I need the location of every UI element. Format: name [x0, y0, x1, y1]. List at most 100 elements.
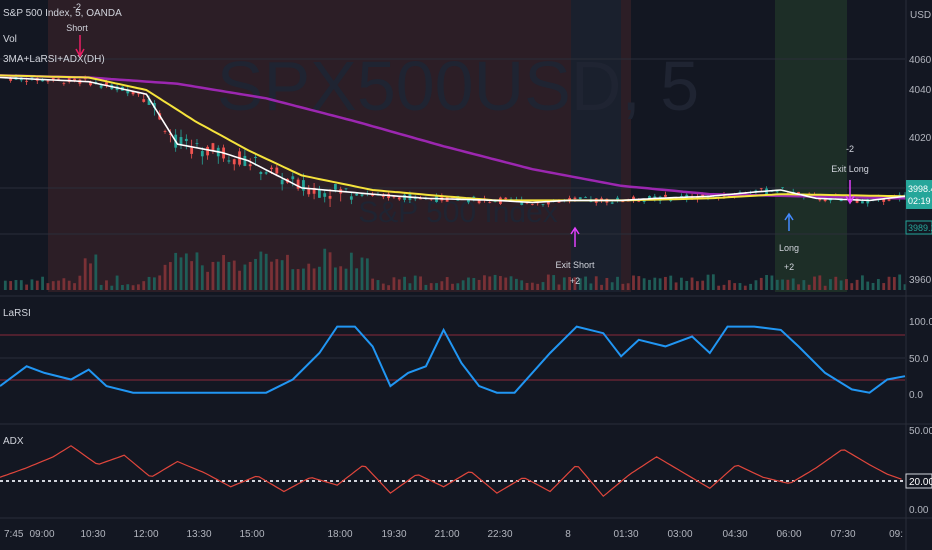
candle-body — [296, 179, 300, 189]
larsi-tick: 50.0 — [909, 354, 929, 365]
volume-bar — [174, 252, 178, 290]
candle-body — [355, 193, 359, 196]
larsi-axis: 100.0 50.0 0.0 — [909, 317, 932, 401]
volume-bar — [349, 252, 353, 290]
short-zone-2 — [621, 0, 631, 292]
volume-bar — [307, 263, 311, 290]
candle-body — [259, 171, 263, 175]
vol-label: Vol — [3, 34, 17, 45]
volume-bar — [211, 261, 215, 290]
candle-body — [525, 202, 529, 204]
ma-fast-line — [0, 76, 906, 204]
signal-exit-long-qty: -2 — [846, 144, 854, 154]
volume-bar — [451, 283, 454, 290]
volume-bar — [184, 253, 188, 290]
time-tick: 12:00 — [133, 529, 158, 540]
volume-bar — [797, 284, 800, 290]
volume-bar — [408, 283, 412, 290]
larsi-panel: LaRSI — [0, 308, 906, 394]
volume-bar — [621, 283, 625, 290]
volume-bar — [520, 280, 524, 290]
volume-bar — [206, 271, 210, 290]
volume-bar — [706, 274, 710, 290]
volume-bar — [866, 281, 870, 290]
volume-bar — [733, 283, 737, 290]
candle-body — [632, 196, 635, 201]
time-tick: 03:00 — [667, 529, 692, 540]
candle-body — [467, 199, 470, 203]
candle-body — [664, 194, 667, 197]
candle-body — [243, 155, 247, 166]
volume-bar — [131, 285, 135, 290]
symbol-title: S&P 500 Index, 5, OANDA — [3, 8, 122, 19]
volume-bar — [536, 283, 540, 290]
volume-bar — [791, 278, 795, 290]
volume-bar — [589, 283, 593, 290]
volume-bar — [616, 276, 619, 290]
candle-body — [504, 197, 508, 200]
volume-bar — [727, 280, 731, 290]
candle-body — [195, 143, 199, 144]
candle-body — [51, 77, 55, 81]
volume-bar — [850, 283, 854, 290]
volume-bar — [168, 262, 172, 290]
price-axis[interactable]: USD 4060.0 4040.0 4020.0 3960.0 3998.4 0… — [905, 10, 932, 286]
volume-bar — [344, 268, 348, 290]
volume-bar — [62, 278, 66, 290]
time-axis[interactable]: 7:45 09:00 10:30 12:00 13:30 15:00 18:00 19:30 2… — [4, 529, 903, 540]
volume-bar — [754, 280, 758, 290]
volume-bar — [578, 278, 582, 290]
candle-body — [126, 89, 130, 94]
volume-bar — [802, 280, 806, 290]
candle-body — [302, 180, 305, 191]
volume-bar — [179, 257, 183, 290]
volume-bar — [152, 277, 156, 290]
candle-body — [493, 201, 497, 202]
volume-bar — [126, 284, 130, 290]
indicator-label: 3MA+LaRSI+ADX(DH) — [3, 54, 105, 65]
volume-bar — [46, 283, 50, 290]
volume-bar — [674, 282, 678, 290]
signal-short-label: Short — [66, 23, 88, 33]
candle-body — [578, 197, 582, 200]
price-tick: 4020.0 — [909, 133, 932, 144]
volume-bar — [403, 276, 406, 290]
candle-body — [680, 195, 683, 197]
volume-bar — [632, 275, 635, 290]
volume-bar — [73, 283, 76, 290]
volume-bar — [376, 280, 380, 290]
volume-bar — [472, 278, 476, 290]
candle-body — [323, 193, 327, 197]
volume-bar — [557, 284, 561, 290]
ma-badge — [905, 220, 932, 235]
candle-body — [89, 81, 92, 86]
adx-threshold-badge — [905, 473, 932, 489]
candle-body — [142, 99, 146, 102]
candle-body — [621, 201, 625, 203]
volume-bar — [94, 254, 98, 290]
time-tick: 07:30 — [830, 529, 855, 540]
volume-bar — [89, 263, 92, 290]
candle-body — [318, 189, 321, 198]
candle-body — [775, 191, 779, 193]
larsi-tick: 0.0 — [909, 390, 923, 401]
watermark-symbol: SPX500USD, 5 — [217, 47, 699, 125]
volume-bar — [839, 280, 843, 290]
signal-exit-short-qty: +2 — [570, 276, 580, 286]
volume-bar — [717, 285, 721, 290]
candle-body — [280, 179, 284, 185]
volume-bar — [121, 285, 124, 290]
candle-body — [163, 131, 167, 132]
adx-threshold-badge-value: 20.00 — [909, 477, 932, 488]
time-tick: 7:45 — [4, 529, 24, 540]
candle-body — [797, 191, 800, 194]
price-axis-unit: USD — [910, 10, 931, 21]
time-tick: 8 — [565, 529, 571, 540]
last-price-badge — [906, 180, 932, 209]
volume-bar — [302, 268, 305, 290]
exit-short-arrow-head-icon — [570, 226, 580, 235]
volume-bar — [371, 278, 375, 290]
volume-bar — [648, 279, 651, 290]
candle-body — [57, 78, 60, 80]
